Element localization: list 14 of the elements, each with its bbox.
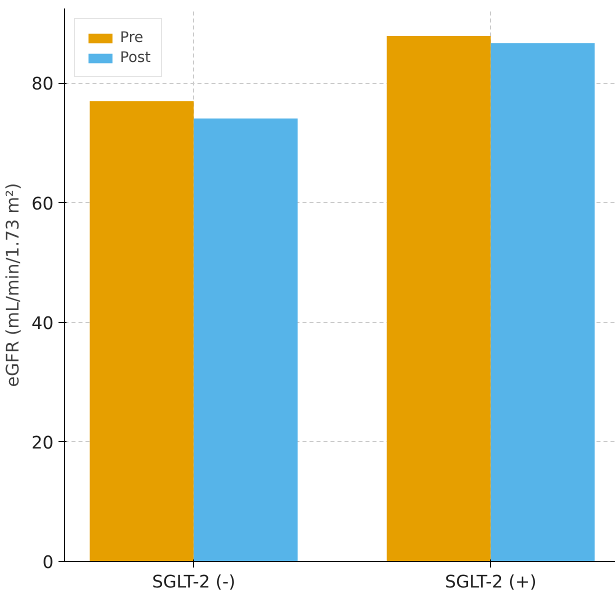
x-tick-label: SGLT-2 (+) — [444, 572, 537, 592]
bar — [194, 118, 298, 562]
y-tick-label: 80 — [31, 74, 54, 95]
y-tick-label: 40 — [31, 314, 54, 334]
legend-label: Post — [120, 49, 151, 66]
x-tick-label: SGLT-2 (-) — [152, 572, 236, 592]
bar — [90, 101, 194, 562]
y-axis-title: eGFR (mL/min/1.73 m²) — [3, 183, 24, 387]
bar — [386, 36, 491, 562]
y-tick-label: 20 — [31, 433, 54, 454]
bar — [490, 43, 595, 562]
y-tick-label: 60 — [31, 194, 54, 214]
legend-label: Pre — [120, 29, 144, 46]
y-tick-label: 0 — [42, 553, 54, 573]
